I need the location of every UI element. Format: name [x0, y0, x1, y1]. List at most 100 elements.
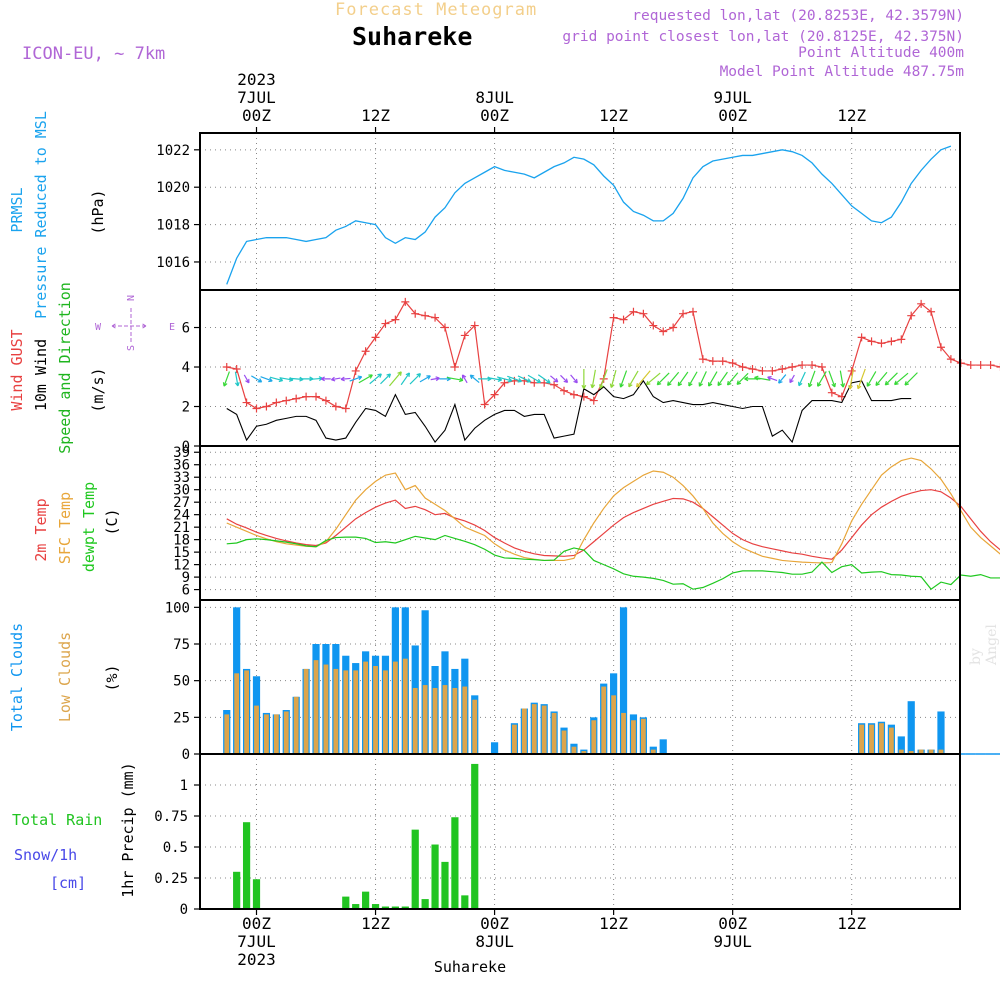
wind-direction-arrow — [446, 376, 464, 383]
temp-tick-label: 9 — [182, 570, 190, 586]
cloud-tick-label: 0 — [182, 747, 190, 763]
gust-marker — [619, 315, 628, 324]
low-cloud-bar — [283, 711, 289, 754]
gust-marker — [827, 388, 836, 397]
gust-marker — [936, 343, 945, 352]
low-cloud-bar — [601, 686, 607, 754]
precip-units: 1hr Precip (mm) — [119, 762, 137, 897]
wind-direction-arrow — [222, 371, 230, 387]
gust-marker — [411, 309, 420, 318]
wind-direction-arrow — [884, 372, 898, 386]
gust-marker — [718, 357, 727, 366]
low-cloud-bar — [333, 668, 339, 754]
pressure-label-2: Pressure Reduced to MSL — [32, 111, 50, 319]
low-cloud-bar — [383, 670, 388, 754]
gust-marker — [996, 363, 1000, 372]
gust-marker — [262, 402, 271, 411]
wind-direction-arrow — [389, 371, 402, 387]
time-label-top: 12Z — [837, 106, 866, 125]
gust-marker — [222, 363, 231, 372]
low-cloud-bar — [402, 658, 408, 754]
total-cloud-bar — [659, 739, 667, 754]
gust-marker — [569, 390, 578, 399]
gust-marker — [738, 363, 747, 372]
low-cloud-bar — [918, 749, 924, 754]
time-label-bottom: 9JUL — [713, 932, 752, 951]
location-title: Suhareke — [352, 22, 473, 51]
gust-marker — [490, 390, 499, 399]
snow-unit-label: [cm] — [50, 874, 86, 892]
gust-marker — [341, 404, 350, 413]
gust-marker — [450, 363, 459, 372]
gust-marker — [808, 361, 817, 370]
wind-direction-arrow — [507, 375, 523, 383]
gust-marker — [907, 311, 916, 320]
wind-direction-arrow — [517, 375, 532, 383]
precip-bar — [401, 906, 409, 909]
precip-bar — [233, 871, 241, 909]
low-cloud-bar — [571, 746, 577, 754]
pressure-tick-label: 1022 — [156, 143, 190, 159]
low-cloud-bar — [541, 705, 547, 754]
low-cloud-bar — [293, 696, 299, 754]
gust-marker — [460, 331, 469, 340]
wind-direction-arrow — [736, 372, 749, 385]
low-cloud-bar — [313, 660, 319, 754]
wind-direction-arrow — [807, 370, 816, 388]
wind-direction-arrow — [570, 374, 578, 384]
precip-bar — [342, 896, 350, 909]
compass-north: N — [126, 295, 137, 301]
low-cloud-bar — [650, 749, 656, 754]
wind-tick-label: 2 — [182, 400, 190, 416]
low-cloud-bar — [928, 749, 934, 754]
total-cloud-bar — [490, 742, 499, 754]
gust-marker — [897, 335, 906, 344]
low-cloud-bar — [254, 705, 259, 754]
precip-bar — [381, 906, 390, 909]
wind-direction-arrow — [260, 376, 273, 383]
wind-direction-arrow — [320, 376, 331, 382]
wind-direction-arrow — [599, 369, 608, 389]
time-label-top: 12Z — [361, 106, 390, 125]
wind-direction-arrow — [609, 370, 617, 388]
precip-tick-label: 0.25 — [154, 871, 188, 887]
wind-direction-arrow — [550, 375, 559, 383]
wind-direction-arrow — [409, 373, 422, 385]
low-cloud-bar — [452, 688, 458, 754]
wind-direction-arrow — [708, 371, 718, 387]
footer-location: Suhareke — [434, 958, 506, 976]
gust-marker — [867, 337, 876, 346]
low-cloud-bar — [512, 724, 517, 754]
gust-marker — [639, 309, 648, 318]
wind-direction-arrow — [856, 368, 866, 390]
wind-direction-arrow — [798, 371, 806, 387]
low-cloud-bar — [412, 688, 418, 754]
wind-direction-arrow — [497, 376, 513, 383]
cloud-tick-label: 75 — [173, 637, 190, 653]
gust-marker — [480, 400, 489, 409]
gust-marker — [698, 355, 707, 364]
compass-icon — [111, 308, 147, 344]
gust-marker — [877, 339, 886, 348]
wind-speed-line — [226, 379, 912, 444]
precip-bar — [242, 822, 251, 909]
pressure-units: (hPa) — [89, 189, 107, 234]
gust-marker — [321, 396, 330, 405]
rain-label: Total Rain — [12, 811, 102, 829]
gust-marker — [500, 378, 509, 387]
wind-direction-label: Speed and Direction — [56, 282, 74, 454]
low-cloud-bar — [363, 661, 369, 754]
time-label-bottom: 12Z — [361, 914, 390, 933]
wind-direction-arrow — [527, 374, 542, 384]
time-label-top: 00Z — [242, 106, 271, 125]
low-cloud-bar — [303, 668, 309, 754]
low-cloud-bar — [343, 670, 349, 754]
low-cloud-bar — [422, 685, 428, 754]
low-cloud-bar — [591, 720, 597, 754]
gust-marker — [798, 361, 807, 370]
pressure-line — [226, 145, 952, 285]
gust-marker — [629, 307, 638, 316]
wind-tick-label: 4 — [182, 360, 190, 376]
gust-marker — [966, 361, 975, 370]
wind-direction-arrow — [688, 371, 698, 387]
